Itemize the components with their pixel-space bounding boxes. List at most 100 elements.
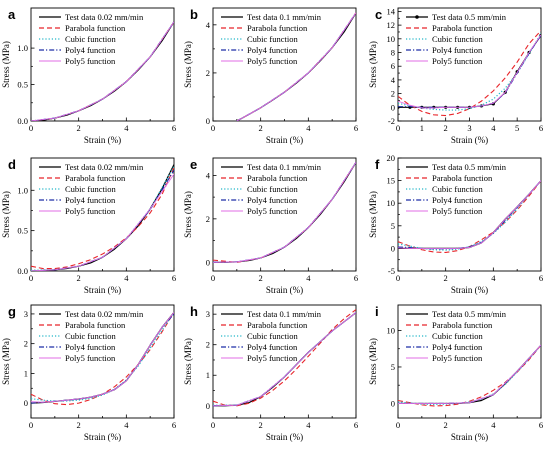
- legend-entry: Test data 0.02 mm/min: [65, 12, 144, 22]
- y-tick-label: 0.0: [17, 266, 28, 276]
- legend-entry: Test data 0.5 mm/min: [432, 309, 507, 319]
- x-tick-label: 4: [124, 420, 129, 430]
- y-tick-label: 1: [206, 370, 210, 380]
- y-tick-label: 1: [24, 368, 28, 378]
- panel-letter: e: [190, 157, 197, 172]
- x-tick-label: 3: [467, 123, 471, 133]
- x-axis-title: Strain (%): [451, 135, 488, 145]
- x-tick-label: 6: [539, 420, 543, 430]
- legend-entry: Poly5 function: [65, 56, 116, 66]
- panel-letter: a: [8, 7, 16, 22]
- x-axis-title: Strain (%): [451, 285, 488, 295]
- y-tick-label: 0.5: [17, 226, 28, 236]
- x-tick-label: 5: [515, 123, 519, 133]
- legend-entry: Poly4 function: [432, 45, 483, 55]
- legend-entry: Poly5 function: [432, 353, 483, 363]
- x-tick-label: 0: [29, 273, 33, 283]
- legend-entry: Cubic function: [432, 331, 484, 341]
- legend-marker: [415, 15, 419, 19]
- y-tick-label: 3: [24, 309, 28, 319]
- x-tick-label: 0: [211, 420, 215, 430]
- y-tick-label: 12: [387, 20, 396, 30]
- series-line-poly5: [31, 312, 174, 403]
- panel-letter: c: [375, 7, 382, 22]
- legend-entry: Test data 0.02 mm/min: [65, 162, 144, 172]
- x-tick-label: 2: [444, 420, 448, 430]
- y-tick-label: 2: [391, 89, 395, 99]
- legend-entry: Parabola function: [247, 320, 308, 330]
- legend-entry: Poly4 function: [432, 342, 483, 352]
- x-axis-title: Strain (%): [84, 432, 121, 442]
- y-tick-label: 0: [391, 102, 395, 112]
- y-tick-label: 14: [387, 6, 396, 16]
- x-tick-label: 6: [172, 123, 176, 133]
- y-tick-label: -5: [388, 266, 395, 276]
- y-axis-title: Stress (MPa): [183, 338, 193, 385]
- x-tick-label: 0: [396, 420, 400, 430]
- y-axis-title: Stress (MPa): [1, 338, 11, 385]
- series-line-parabola: [31, 167, 174, 270]
- x-tick-label: 2: [259, 420, 263, 430]
- x-tick-label: 0: [396, 273, 400, 283]
- x-tick-label: 6: [172, 420, 176, 430]
- legend-entry: Parabola function: [432, 23, 493, 33]
- panel-h: h 0 2 4 6 0 1 2 3 Strain (%) Stress (MPa) Test data…: [183, 304, 358, 442]
- panel-letter: d: [8, 157, 16, 172]
- legend-entry: Poly5 function: [432, 56, 483, 66]
- series-line-poly5: [398, 34, 541, 109]
- x-axis-title: Strain (%): [266, 432, 303, 442]
- y-tick-label: 5: [391, 362, 395, 372]
- series-line-poly5: [31, 21, 174, 121]
- x-tick-label: 6: [354, 273, 358, 283]
- legend-entry: Poly5 function: [247, 353, 298, 363]
- x-tick-label: 2: [259, 123, 263, 133]
- legend-entry: Poly4 function: [432, 195, 483, 205]
- legend-entry: Cubic function: [432, 184, 484, 194]
- x-tick-label: 2: [259, 273, 263, 283]
- y-tick-label: 1.0: [17, 185, 28, 195]
- y-axis-title: Stress (MPa): [368, 338, 378, 385]
- x-tick-label: 4: [124, 273, 129, 283]
- legend-entry: Poly5 function: [432, 206, 483, 216]
- x-tick-label: 6: [539, 123, 543, 133]
- legend-entry: Poly4 function: [65, 195, 116, 205]
- series-line-poly5: [213, 312, 356, 407]
- legend-entry: Cubic function: [65, 184, 117, 194]
- legend-entry: Poly4 function: [65, 45, 116, 55]
- legend-entry: Parabola function: [247, 173, 308, 183]
- x-tick-label: 0: [211, 273, 215, 283]
- x-tick-label: 2: [77, 273, 81, 283]
- legend-entry: Cubic function: [65, 34, 117, 44]
- panel-letter: f: [375, 157, 380, 172]
- legend-entry: Poly4 function: [247, 45, 298, 55]
- legend-entry: Poly5 function: [247, 56, 298, 66]
- x-tick-label: 0: [29, 420, 33, 430]
- panel-letter: h: [190, 304, 198, 319]
- y-tick-label: 0.0: [17, 116, 28, 126]
- legend-entry: Cubic function: [65, 331, 117, 341]
- x-tick-label: 4: [491, 420, 496, 430]
- y-axis-title: Stress (MPa): [1, 191, 11, 238]
- panel-d: d 0 2 4 6 0.0 0.5 1.0 Strain (%) Stress (MPa) Test…: [1, 157, 176, 295]
- legend-entry: Cubic function: [247, 331, 299, 341]
- y-tick-label: 15: [387, 176, 396, 186]
- series-line-poly5: [398, 180, 541, 249]
- series-line-poly5: [398, 344, 541, 404]
- y-tick-label: 4: [391, 75, 396, 85]
- x-tick-label: 1: [420, 123, 424, 133]
- legend-entry: Cubic function: [432, 34, 484, 44]
- legend-entry: Poly5 function: [65, 206, 116, 216]
- x-tick-label: 6: [539, 273, 543, 283]
- y-tick-label: 0: [206, 401, 210, 411]
- legend-entry: Test data 0.02 mm/min: [65, 309, 144, 319]
- y-tick-label: 1.0: [17, 43, 28, 53]
- legend-entry: Test data 0.5 mm/min: [432, 162, 507, 172]
- y-tick-label: 2: [206, 214, 210, 224]
- x-tick-label: 4: [491, 123, 496, 133]
